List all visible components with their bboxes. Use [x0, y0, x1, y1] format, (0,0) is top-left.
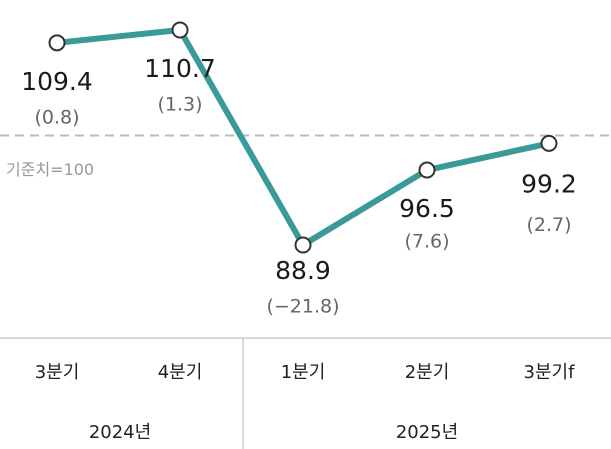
- point: [418, 161, 436, 179]
- x-tick-label: 2분기: [405, 362, 450, 383]
- line: [56, 27, 550, 248]
- value-label: 109.4: [21, 67, 93, 96]
- change-label: (0.8): [34, 106, 79, 128]
- value-label: 88.9: [275, 256, 331, 285]
- value-label: 99.2: [521, 169, 577, 198]
- x-tick-label: 3분기f: [524, 362, 576, 383]
- point: [294, 236, 312, 254]
- point: [540, 134, 558, 152]
- point: [171, 21, 189, 39]
- x-tick-label: 4분기: [158, 362, 203, 383]
- value-label: 96.5: [399, 194, 455, 223]
- x-tick-label: 3분기: [35, 362, 80, 383]
- point: [48, 34, 66, 52]
- reference-label: 기준치=100: [6, 160, 94, 179]
- change-label: (2.7): [526, 214, 571, 236]
- group-label: 2025년: [396, 422, 458, 443]
- change-label: (−21.8): [266, 296, 339, 318]
- group-label: 2024년: [89, 422, 151, 443]
- change-label: (1.3): [157, 94, 202, 116]
- change-label: (7.6): [404, 231, 449, 253]
- x-tick-label: 1분기: [281, 362, 326, 383]
- value-label: 110.7: [144, 54, 216, 83]
